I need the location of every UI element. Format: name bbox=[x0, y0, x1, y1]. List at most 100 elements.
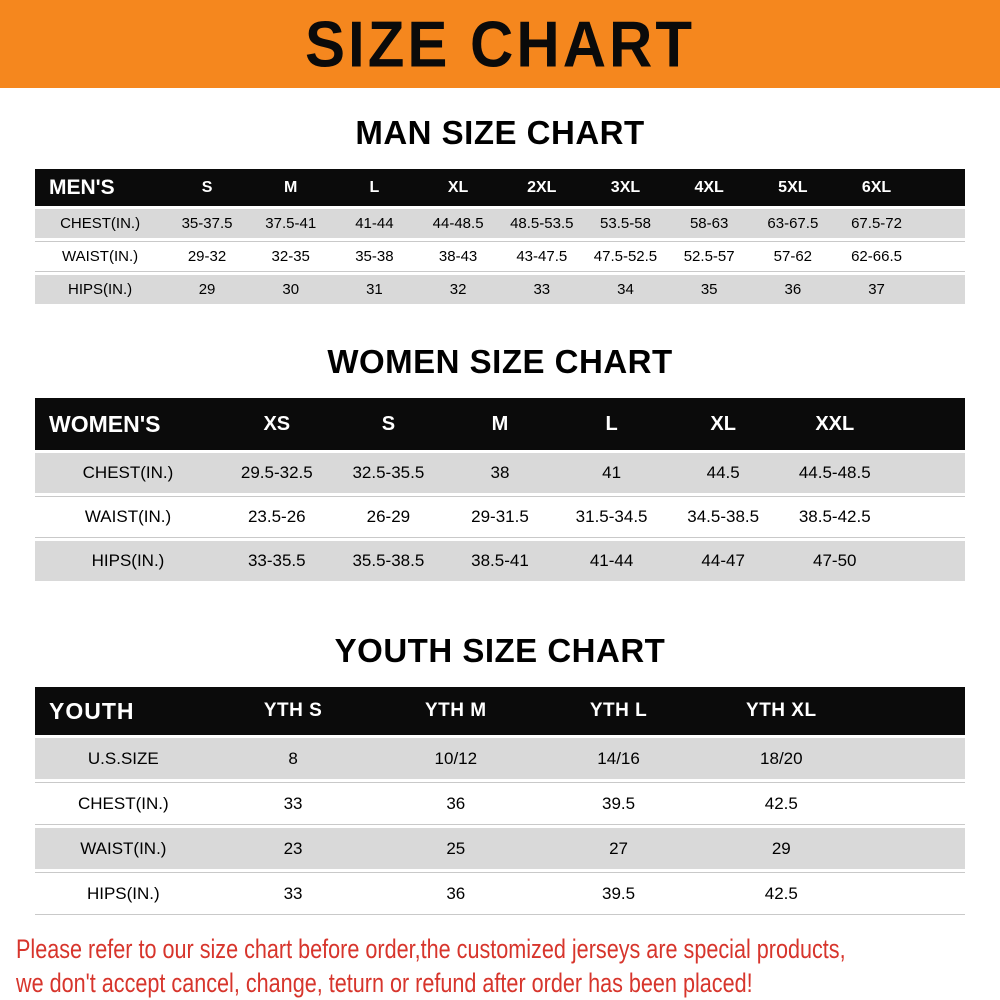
measure-value-cell: 29-32 bbox=[165, 241, 249, 272]
measure-value-cell: 27 bbox=[537, 828, 700, 869]
size-column-header: XL bbox=[667, 398, 779, 450]
measure-value-cell: 29 bbox=[699, 828, 863, 869]
filler-cell bbox=[862, 872, 965, 915]
measure-value-cell: 36 bbox=[374, 872, 538, 915]
measure-value-cell: 26-29 bbox=[332, 496, 445, 538]
measure-value-cell: 41 bbox=[555, 453, 668, 493]
measure-value-cell: 35.5-38.5 bbox=[332, 541, 445, 581]
section-youth: YOUTH SIZE CHART YOUTH YTH S YTH M YTH L YTH… bbox=[0, 584, 1000, 918]
measure-value-cell: 36 bbox=[374, 782, 538, 825]
measure-value-cell: 43-47.5 bbox=[499, 241, 584, 272]
measure-value-cell: 32.5-35.5 bbox=[332, 453, 445, 493]
size-column-header: L bbox=[555, 398, 668, 450]
table-title-cell: MEN'S bbox=[35, 169, 166, 206]
measure-value-cell: 37.5-41 bbox=[248, 209, 333, 238]
measure-value-cell: 41-44 bbox=[555, 541, 668, 581]
filler-cell bbox=[918, 209, 965, 238]
measure-label-cell: CHEST(IN.) bbox=[35, 782, 212, 825]
measure-value-cell: 32 bbox=[416, 275, 500, 304]
header-row: WOMEN'S XS S M L XL XXL bbox=[35, 398, 965, 450]
measure-value-cell: 29 bbox=[165, 275, 249, 304]
measure-value-cell: 38 bbox=[444, 453, 556, 493]
section-men: MAN SIZE CHART MEN'S S M L XL 2XL 3XL 4XL 5XL 6XL… bbox=[0, 88, 1000, 307]
table-row: CHEST(IN.) 33 36 39.5 42.5 bbox=[35, 782, 965, 825]
note-line-1: Please refer to our size chart before or… bbox=[16, 934, 846, 964]
filler-cell bbox=[918, 169, 965, 206]
measure-value-cell: 41-44 bbox=[332, 209, 417, 238]
size-column-header: YTH S bbox=[211, 687, 375, 735]
size-column-header: YTH XL bbox=[699, 687, 863, 735]
measure-value-cell: 36 bbox=[751, 275, 835, 304]
women-section-heading: WOMEN SIZE CHART bbox=[327, 343, 673, 380]
measure-value-cell: 33-35.5 bbox=[221, 541, 333, 581]
measure-value-cell: 38.5-42.5 bbox=[778, 496, 891, 538]
measure-value-cell: 31.5-34.5 bbox=[555, 496, 668, 538]
measure-value-cell: 67.5-72 bbox=[834, 209, 919, 238]
footer-note: Please refer to our size chart before or… bbox=[16, 934, 1000, 999]
measure-value-cell: 63-67.5 bbox=[751, 209, 835, 238]
measure-value-cell: 39.5 bbox=[537, 872, 700, 915]
measure-value-cell: 42.5 bbox=[699, 872, 863, 915]
measure-value-cell: 52.5-57 bbox=[667, 241, 751, 272]
measure-label-cell: CHEST(IN.) bbox=[35, 453, 221, 493]
table-title-cell: YOUTH bbox=[35, 687, 212, 735]
filler-cell bbox=[862, 782, 965, 825]
measure-value-cell: 48.5-53.5 bbox=[499, 209, 584, 238]
filler-cell bbox=[890, 453, 965, 493]
measure-value-cell: 42.5 bbox=[699, 782, 863, 825]
measure-value-cell: 38.5-41 bbox=[444, 541, 556, 581]
measure-value-cell: 29-31.5 bbox=[444, 496, 556, 538]
youth-section-heading: YOUTH SIZE CHART bbox=[334, 632, 666, 669]
youth-size-table: YOUTH YTH S YTH M YTH L YTH XL U.S.SIZE 8 10/12… bbox=[35, 684, 965, 918]
measure-value-cell: 37 bbox=[834, 275, 919, 304]
table-row: HIPS(IN.) 33 36 39.5 42.5 bbox=[35, 872, 965, 915]
filler-cell bbox=[890, 541, 965, 581]
page-title: SIZE CHART bbox=[305, 7, 695, 81]
header-row: YOUTH YTH S YTH M YTH L YTH XL bbox=[35, 687, 965, 735]
measure-value-cell: 25 bbox=[374, 828, 538, 869]
table-row: HIPS(IN.) 33-35.5 35.5-38.5 38.5-41 41-44 44-… bbox=[35, 541, 965, 581]
filler-cell bbox=[890, 496, 965, 538]
measure-label-cell: HIPS(IN.) bbox=[35, 541, 221, 581]
size-column-header: S bbox=[165, 169, 249, 206]
measure-value-cell: 62-66.5 bbox=[834, 241, 919, 272]
filler-cell bbox=[862, 687, 965, 735]
men-size-table: MEN'S S M L XL 2XL 3XL 4XL 5XL 6XL CHEST(IN.) 35-37… bbox=[35, 166, 965, 307]
measure-value-cell: 57-62 bbox=[751, 241, 835, 272]
measure-value-cell: 44.5-48.5 bbox=[778, 453, 891, 493]
table-row: WAIST(IN.) 29-32 32-35 35-38 38-43 43-47.5 47.… bbox=[35, 241, 965, 272]
measure-value-cell: 31 bbox=[332, 275, 417, 304]
measure-label-cell: CHEST(IN.) bbox=[35, 209, 166, 238]
size-column-header: L bbox=[332, 169, 417, 206]
measure-value-cell: 18/20 bbox=[699, 738, 863, 779]
filler-cell bbox=[918, 241, 965, 272]
measure-label-cell: WAIST(IN.) bbox=[35, 828, 212, 869]
measure-value-cell: 23.5-26 bbox=[221, 496, 333, 538]
measure-label-cell: U.S.SIZE bbox=[35, 738, 212, 779]
measure-value-cell: 23 bbox=[211, 828, 375, 869]
measure-value-cell: 33 bbox=[211, 872, 375, 915]
measure-value-cell: 35-38 bbox=[332, 241, 417, 272]
measure-value-cell: 29.5-32.5 bbox=[221, 453, 333, 493]
measure-value-cell: 53.5-58 bbox=[583, 209, 668, 238]
size-column-header: M bbox=[248, 169, 333, 206]
size-column-header: 6XL bbox=[834, 169, 919, 206]
measure-value-cell: 58-63 bbox=[667, 209, 751, 238]
measure-value-cell: 14/16 bbox=[537, 738, 700, 779]
size-column-header: S bbox=[332, 398, 445, 450]
measure-value-cell: 47-50 bbox=[778, 541, 891, 581]
filler-cell bbox=[890, 398, 965, 450]
filler-cell bbox=[862, 828, 965, 869]
men-section-heading: MAN SIZE CHART bbox=[355, 114, 645, 151]
section-women: WOMEN SIZE CHART WOMEN'S XS S M L XL XXL CHEST(… bbox=[0, 307, 1000, 584]
measure-value-cell: 33 bbox=[211, 782, 375, 825]
measure-value-cell: 33 bbox=[499, 275, 584, 304]
size-column-header: YTH L bbox=[537, 687, 700, 735]
table-row: U.S.SIZE 8 10/12 14/16 18/20 bbox=[35, 738, 965, 779]
size-column-header: 4XL bbox=[667, 169, 751, 206]
measure-value-cell: 32-35 bbox=[248, 241, 333, 272]
table-row: CHEST(IN.) 29.5-32.5 32.5-35.5 38 41 44.5 44.5… bbox=[35, 453, 965, 493]
measure-value-cell: 38-43 bbox=[416, 241, 500, 272]
measure-value-cell: 39.5 bbox=[537, 782, 700, 825]
measure-value-cell: 34.5-38.5 bbox=[667, 496, 779, 538]
